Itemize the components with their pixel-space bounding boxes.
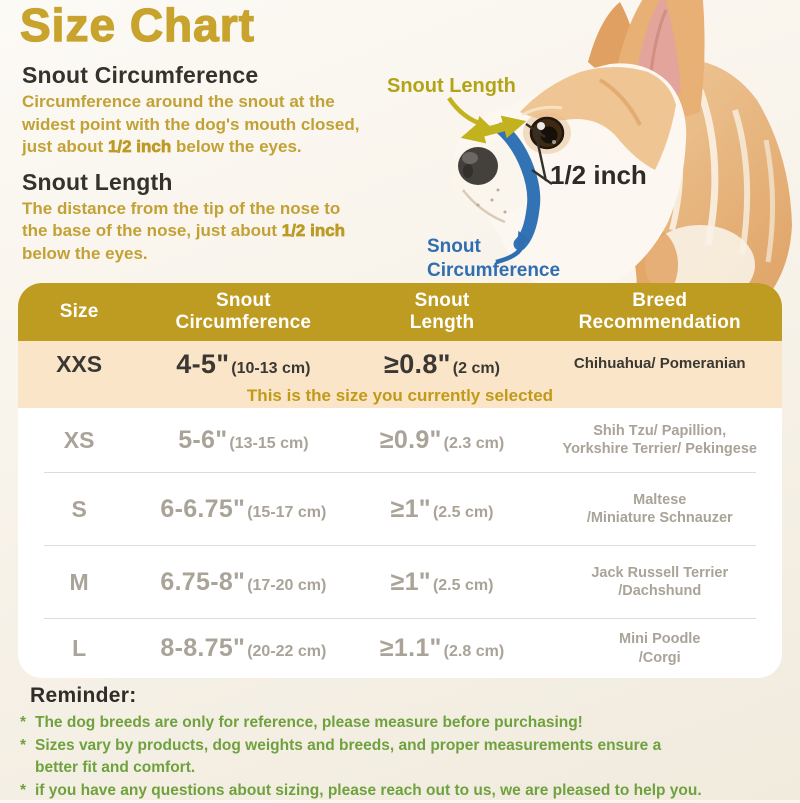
half-inch-label: 1/2 inch [550, 160, 647, 190]
length-cm: (2.8 cm) [443, 643, 505, 660]
circumference-cell: 8-8.75" (20-22 cm) [140, 634, 346, 663]
table-header-row: Size Snout Circumference Snout Length Br… [18, 283, 782, 341]
circumference-cm: (10-13 cm) [231, 360, 311, 377]
circumference-cell: 6.75-8" (17-20 cm) [140, 568, 346, 597]
breed-cell: Chihuahua/ Pomeranian [573, 355, 746, 373]
circumference-cell: 5-6" (13-15 cm) [140, 426, 346, 455]
snout-length-description: The distance from the tip of the nose to… [22, 198, 398, 266]
row-divider [44, 545, 756, 546]
circumference-value: 6.75-8" [160, 567, 246, 596]
length-value: ≥1" [390, 567, 431, 596]
page-title: Size Chart [19, 0, 255, 52]
header-breed-recommendation: Breed Recommendation [578, 290, 741, 333]
circumference-value: 4-5" [176, 349, 230, 379]
length-value: ≥1.1" [379, 634, 442, 662]
circumference-value: 6-6.75" [160, 494, 246, 523]
snout-length-pointer-arrow [447, 96, 491, 130]
size-cell: XXS [56, 351, 103, 377]
circumference-cm: (20-22 cm) [247, 643, 327, 660]
length-cell: ≥0.9" (2.3 cm) [347, 426, 538, 455]
description-text: The distance from the tip of the nose to… [22, 198, 341, 241]
row-divider [44, 472, 756, 473]
definitions-section: Snout Circumference Circumference around… [22, 62, 398, 276]
length-cell: ≥1.1" (2.8 cm) [347, 634, 538, 663]
size-cell: S [71, 495, 87, 522]
snout-circumference-description: Circumference around the snout at the wi… [22, 91, 398, 159]
table-row-s: S 6-6.75" (15-17 cm) ≥1" (2.5 cm) Maltese … [18, 473, 782, 545]
snout-length-arrow [460, 115, 527, 144]
half-inch-measure-line [525, 123, 553, 185]
header-snout-circumference: Snout Circumference [175, 290, 312, 333]
row-divider [44, 618, 756, 619]
breed-cell: Shih Tzu/ Papillion, Yorkshire Terrier/ … [562, 422, 757, 457]
reminder-item: * Sizes vary by products, dog weights and… [20, 735, 792, 779]
table-row-l: L 8-8.75" (20-22 cm) ≥1.1" (2.8 cm) Mini P… [18, 619, 782, 678]
length-cm: (2.5 cm) [432, 576, 494, 594]
snout-length-heading: Snout Length [22, 168, 173, 195]
dog-nose [458, 147, 498, 185]
reminder-heading: Reminder: [30, 684, 137, 707]
reminder-section: Reminder: * The dog breeds are only for r… [20, 682, 792, 803]
size-cell: M [69, 568, 89, 595]
asterisk-marker: * [20, 737, 27, 754]
reminder-item: * The dog breeds are only for reference, … [20, 712, 792, 734]
header-snout-length: Snout Length [409, 290, 475, 333]
circumference-cm: (13-15 cm) [229, 434, 309, 452]
length-cm: (2.3 cm) [443, 434, 505, 452]
circumference-cell: 4-5" (10-13 cm) [140, 349, 346, 380]
description-text: below the eyes. [22, 244, 148, 264]
snout-length-annotation-label: Snout Length [387, 75, 516, 97]
length-cell: ≥1" (2.5 cm) [347, 568, 538, 597]
header-size: Size [59, 301, 99, 323]
circumference-cm: (15-17 cm) [247, 503, 327, 521]
snout-circumference-pointer-arrow [495, 230, 530, 265]
dog-measurement-diagram: Snout Length 1/2 inch Snout Circumferenc… [387, 0, 792, 300]
circumference-value: 8-8.75" [160, 634, 246, 662]
reminder-text: Sizes vary by products, dog weights and … [35, 737, 662, 776]
circumference-cell: 6-6.75" (15-17 cm) [140, 495, 346, 524]
breed-cell: Jack Russell Terrier /Dachshund [591, 564, 729, 599]
size-cell: L [72, 635, 87, 661]
table-row-xxs-selected: XXS 4-5" (10-13 cm) ≥0.8" (2 cm) Chihuahua… [18, 341, 782, 408]
reminder-item: * if you have any questions about sizing,… [20, 780, 792, 802]
length-cm: (2.5 cm) [432, 503, 494, 521]
reminder-text: if you have any questions about sizing, … [35, 782, 702, 799]
length-cm: (2 cm) [452, 360, 500, 377]
snout-circumference-annotation-label: Circumference [427, 260, 560, 281]
half-inch-emphasis: 1/2 inch [281, 221, 346, 241]
length-value: ≥0.8" [384, 349, 451, 379]
circumference-value: 5-6" [178, 425, 228, 454]
half-inch-emphasis: 1/2 inch [107, 137, 172, 157]
circumference-cm: (17-20 cm) [247, 576, 327, 594]
length-cell: ≥1" (2.5 cm) [347, 495, 538, 524]
breed-cell: Mini Poodle /Corgi [619, 631, 701, 666]
snout-circumference-annotation-label: Snout [427, 236, 481, 257]
dog-photo [450, 0, 792, 300]
description-text: Circumference around the snout at the wi… [22, 92, 360, 157]
asterisk-marker: * [20, 782, 27, 799]
description-text: below the eyes. [171, 137, 302, 157]
selected-size-note: This is the size you currently selected [246, 386, 554, 405]
size-cell: XS [63, 426, 95, 453]
asterisk-marker: * [20, 714, 27, 731]
length-cell: ≥0.8" (2 cm) [347, 349, 538, 380]
size-table: Size Snout Circumference Snout Length Br… [18, 283, 782, 678]
reminder-text: The dog breeds are only for reference, p… [35, 714, 583, 731]
table-row-xs: XS 5-6" (13-15 cm) ≥0.9" (2.3 cm) Shih Tzu… [18, 408, 782, 472]
breed-cell: Maltese /Miniature Schnauzer [586, 491, 733, 526]
length-value: ≥1" [390, 494, 431, 523]
snout-circumference-heading: Snout Circumference [22, 62, 259, 88]
length-value: ≥0.9" [379, 425, 442, 454]
table-row-m: M 6.75-8" (17-20 cm) ≥1" (2.5 cm) Jack Rus… [18, 546, 782, 618]
